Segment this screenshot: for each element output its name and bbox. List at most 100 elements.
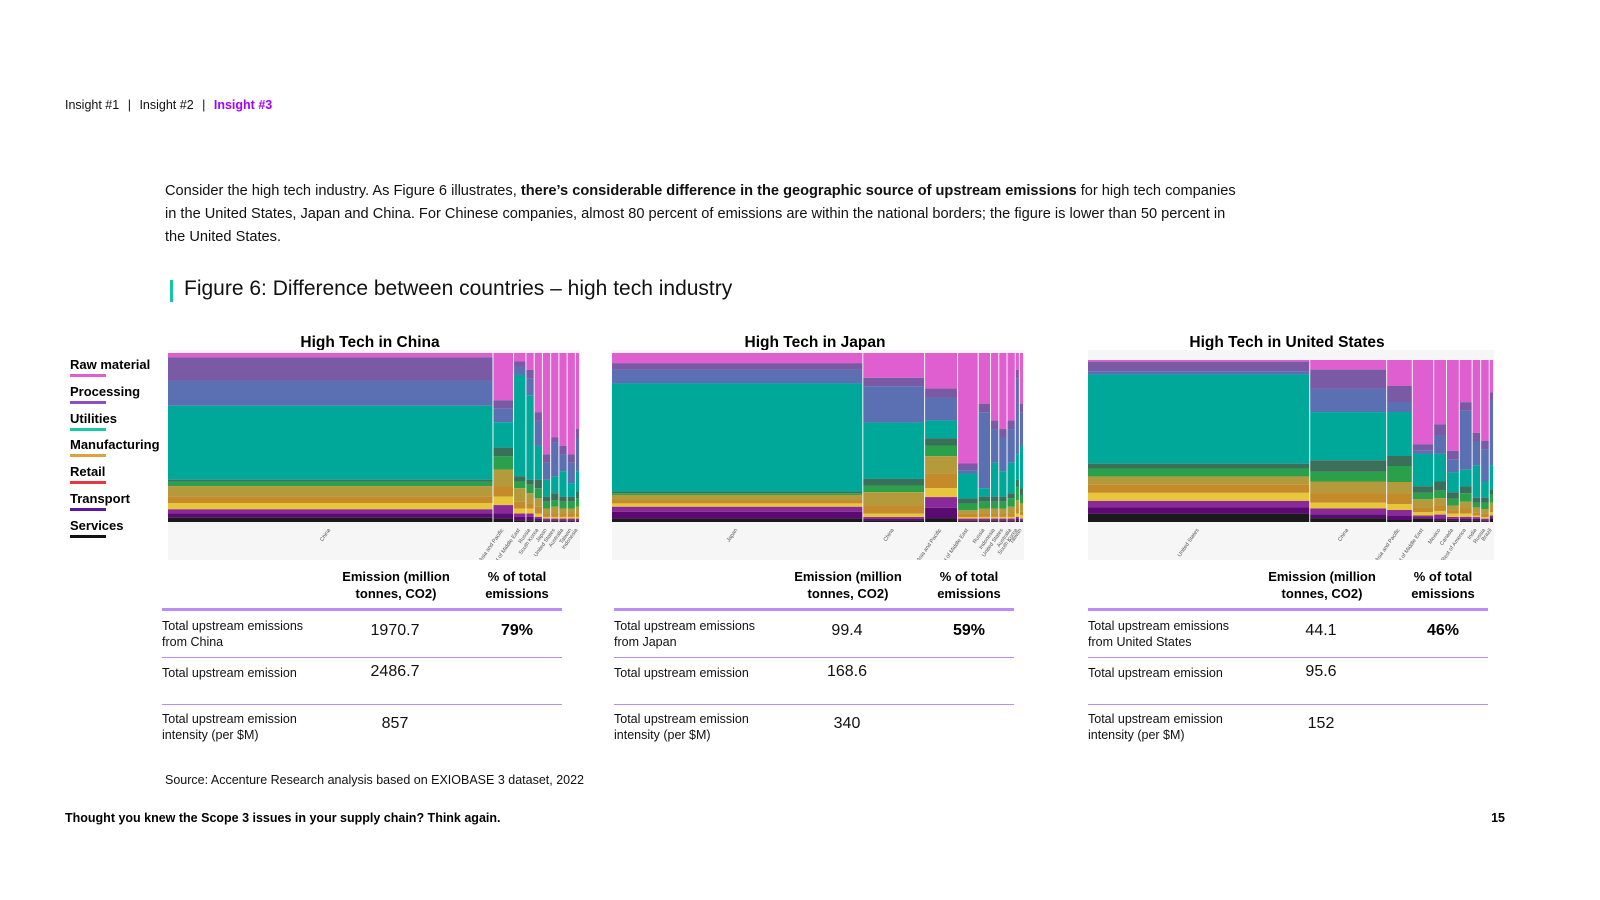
chart-segment xyxy=(863,478,925,486)
legend-swatch xyxy=(70,507,106,511)
chart-segment xyxy=(1446,360,1459,451)
legend-label: Manufacturing xyxy=(70,437,160,453)
chart-segment xyxy=(1481,513,1489,518)
chart-segment xyxy=(978,516,991,519)
chart-segment xyxy=(542,454,551,463)
chart-segment xyxy=(567,521,575,522)
row-label: Total upstream emissions from China xyxy=(162,619,304,649)
chart-segment xyxy=(542,501,551,509)
chart-segment xyxy=(991,462,999,497)
chart-segment xyxy=(526,484,534,494)
chart-segment xyxy=(1007,518,1015,521)
chart-segment xyxy=(958,518,978,521)
chart-segment xyxy=(559,518,567,521)
chart-segment xyxy=(1434,453,1446,482)
chart-column xyxy=(1446,360,1459,522)
chart-segment xyxy=(1489,392,1493,401)
chart-segment xyxy=(168,357,493,381)
chart-segment xyxy=(1412,360,1434,445)
header-emission: Emission (million tonnes, CO2) xyxy=(794,569,902,601)
chart-segment xyxy=(925,473,958,489)
legend-swatch xyxy=(70,374,106,377)
legend-label: Raw material xyxy=(70,357,151,372)
chart-segment xyxy=(1472,512,1481,516)
chart-segment xyxy=(514,374,526,477)
chart-column xyxy=(559,353,567,522)
header-emission: Emission (million tonnes, CO2) xyxy=(342,569,450,601)
legend: Raw material Processing Utilities Manufactu… xyxy=(70,357,160,545)
row-label: Total upstream emission intensity (per $… xyxy=(614,712,749,742)
intro-text-after: for high tech companies in the United St… xyxy=(165,183,1236,245)
chart-segment xyxy=(1472,518,1481,521)
chart-column xyxy=(991,353,999,522)
chart-column xyxy=(1459,360,1472,522)
chart-segment xyxy=(168,502,493,510)
chart-segment xyxy=(567,353,575,455)
chart-segment xyxy=(991,496,999,502)
chart-segment xyxy=(1459,469,1472,487)
row-divider xyxy=(614,657,1014,658)
nav-insight-3[interactable]: Insight #3 xyxy=(213,98,273,112)
chart-segment xyxy=(542,496,551,502)
chart-segment xyxy=(925,488,958,498)
chart-segment xyxy=(534,513,542,517)
legend-item: Transport xyxy=(70,491,160,518)
chart-segment xyxy=(575,521,579,522)
chart-segment xyxy=(493,422,514,448)
nav-insight-2[interactable]: Insight #2 xyxy=(139,98,194,112)
chart-segment xyxy=(978,403,991,413)
chart-segment xyxy=(1434,498,1446,506)
chart-segment xyxy=(1489,512,1493,516)
chart-segment xyxy=(1387,494,1412,504)
chart-column xyxy=(534,353,542,522)
chart-segment xyxy=(1481,509,1489,514)
chart-segment xyxy=(534,412,542,421)
chart-segment xyxy=(567,516,575,519)
chart-segment xyxy=(1489,502,1493,510)
chart-segment xyxy=(1412,517,1434,519)
chart-segment xyxy=(978,488,991,497)
chart-segment xyxy=(493,353,514,401)
row-label: Total upstream emission xyxy=(1088,666,1223,680)
chart-segment xyxy=(1387,412,1412,456)
chart-segment xyxy=(168,496,493,503)
chart-segment xyxy=(575,506,579,514)
nav-insight-1[interactable]: Insight #1 xyxy=(65,98,120,112)
chart-segment xyxy=(567,513,575,517)
chart-segment xyxy=(1310,514,1387,519)
chart-segment xyxy=(1459,501,1472,509)
chart-segment xyxy=(567,462,575,484)
chart-segment xyxy=(1446,517,1459,519)
chart-segment xyxy=(1481,518,1489,521)
row-label: Total upstream emissions from United Sta… xyxy=(1088,619,1230,649)
chart-segment xyxy=(1015,500,1019,509)
chart-segment xyxy=(1489,517,1493,519)
chart-segment xyxy=(542,479,551,497)
header-divider xyxy=(162,608,562,611)
chart-segment xyxy=(1446,520,1459,522)
chart-segment xyxy=(612,494,863,501)
legend-label: Utilities xyxy=(70,410,117,426)
row-divider xyxy=(614,704,1014,705)
chart-segment xyxy=(567,496,575,502)
panel-title-united-states: High Tech in United States xyxy=(1189,334,1385,351)
legend-item: Services xyxy=(70,518,160,545)
chart-segment xyxy=(526,513,534,517)
chart-segment xyxy=(1481,497,1489,503)
chart-segment xyxy=(493,456,514,470)
chart-segment xyxy=(1310,360,1387,370)
chart-column xyxy=(1472,360,1481,522)
chart-segment xyxy=(1472,502,1481,508)
chart-segment xyxy=(1088,361,1310,372)
chart-segment xyxy=(1446,513,1459,518)
chart-segment xyxy=(991,508,999,514)
chart-segment xyxy=(925,388,958,398)
chart-segment xyxy=(1412,444,1434,451)
chart-segment xyxy=(534,516,542,519)
chart-segment xyxy=(551,516,559,519)
chart-segment xyxy=(1019,353,1023,404)
chart-segment xyxy=(1088,371,1310,375)
chart-segment xyxy=(1015,508,1019,514)
chart-segment xyxy=(551,520,559,522)
